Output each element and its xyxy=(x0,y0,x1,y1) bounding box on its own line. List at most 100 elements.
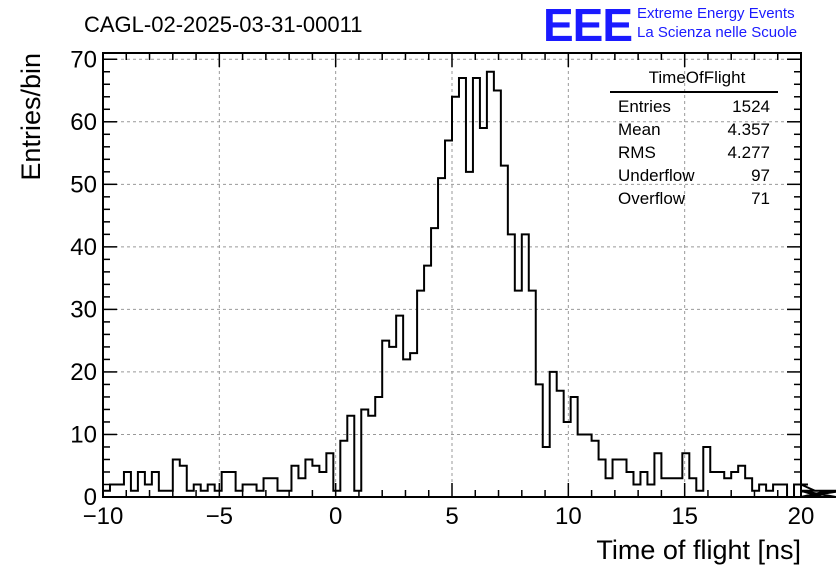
histogram-bin xyxy=(613,459,620,497)
histogram-bin xyxy=(494,91,501,497)
histogram-bin xyxy=(194,484,201,497)
stats-value: 71 xyxy=(751,189,770,208)
histogram-bin xyxy=(417,291,424,497)
chart-title: CAGL-02-2025-03-31-00011 xyxy=(84,12,363,37)
histogram-bin xyxy=(152,472,159,497)
histogram-bin xyxy=(431,228,438,497)
stats-value: 4.357 xyxy=(727,120,770,139)
histogram-bin xyxy=(738,466,745,497)
eee-logo: EEE xyxy=(543,0,633,51)
histogram-bin xyxy=(627,472,634,497)
histogram-bin xyxy=(571,397,578,497)
histogram-bin xyxy=(271,478,278,497)
histogram-bin xyxy=(298,478,305,497)
histogram-bin xyxy=(606,478,613,497)
histogram-bin xyxy=(773,484,780,497)
histogram-bin xyxy=(536,384,543,497)
histogram-bin xyxy=(438,178,445,497)
histogram-bin xyxy=(264,478,271,497)
histogram-bin xyxy=(501,166,508,497)
histogram-bin xyxy=(459,78,466,497)
histogram-bin xyxy=(347,416,354,497)
logo-line-2: La Scienza nelle Scuole xyxy=(637,24,798,41)
histogram-bin xyxy=(745,478,752,497)
histogram-bin xyxy=(675,478,682,497)
axis-ticks xyxy=(102,53,802,498)
stats-box: TimeOfFlight Entries 1524 Mean 4.357 RMS… xyxy=(610,68,778,210)
histogram-bin xyxy=(710,472,717,497)
histogram-bin xyxy=(208,484,215,497)
histogram-bin xyxy=(640,472,647,497)
histogram-bin xyxy=(403,359,410,497)
histogram-bin xyxy=(759,484,766,497)
histogram-bin xyxy=(396,316,403,497)
histogram-bin xyxy=(620,459,627,497)
histogram-bin xyxy=(340,441,347,497)
x-tick-label: 0 xyxy=(329,503,342,530)
y-tick-label: 50 xyxy=(70,171,97,198)
histogram-bin xyxy=(508,234,515,497)
histogram-series xyxy=(102,70,836,498)
stats-label: Overflow xyxy=(618,189,686,208)
stats-title: TimeOfFlight xyxy=(648,68,746,87)
histogram-bin xyxy=(389,347,396,497)
histogram-bin xyxy=(229,472,236,497)
stats-label: Underflow xyxy=(618,166,695,185)
stats-row-overflow: Overflow 71 xyxy=(610,187,778,210)
histogram-bin xyxy=(138,472,145,497)
histogram-bin xyxy=(578,434,585,497)
histogram-bin xyxy=(682,453,689,497)
histogram-bin xyxy=(487,72,494,497)
stats-value: 1524 xyxy=(732,97,770,116)
stats-value: 97 xyxy=(751,166,770,185)
stats-label: RMS xyxy=(618,143,656,162)
histogram-bin xyxy=(110,484,117,497)
stats-divider xyxy=(610,91,778,93)
histogram-bin xyxy=(564,422,571,497)
histogram-bin xyxy=(529,291,536,497)
histogram-bin xyxy=(319,472,326,497)
histogram-bin xyxy=(445,141,452,497)
y-tick-label: 40 xyxy=(70,234,97,261)
histogram-bin xyxy=(410,353,417,497)
x-tick-label: 15 xyxy=(671,503,698,530)
histogram-bin xyxy=(599,459,606,497)
y-tick-label: 30 xyxy=(70,296,97,323)
x-tick-label: 20 xyxy=(788,503,815,530)
histogram-bin xyxy=(647,484,654,497)
histogram-bin xyxy=(382,341,389,497)
histogram-bin xyxy=(522,234,529,497)
y-axis-label: Entries/bin xyxy=(16,53,46,181)
histogram-bin xyxy=(585,434,592,497)
stats-label: Mean xyxy=(618,120,661,139)
y-tick-label: 60 xyxy=(70,109,97,136)
histogram-bin xyxy=(689,478,696,497)
histogram-bin xyxy=(661,478,668,497)
histogram-bin xyxy=(654,453,661,497)
histogram-bin xyxy=(305,459,312,497)
histogram-bin xyxy=(250,484,257,497)
histogram-bin xyxy=(592,441,599,497)
histogram-bin xyxy=(312,466,319,497)
x-tick-label: 10 xyxy=(555,503,582,530)
histogram-bin xyxy=(124,472,131,497)
x-tick-label: −5 xyxy=(206,503,233,530)
histogram-bin xyxy=(368,416,375,497)
histogram-bin xyxy=(543,447,550,497)
histogram-bin xyxy=(173,459,180,497)
stats-value: 4.277 xyxy=(727,143,770,162)
histogram-bin xyxy=(466,172,473,497)
histogram-bin xyxy=(480,128,487,497)
histogram-bin xyxy=(668,478,675,497)
histogram-bin xyxy=(780,484,787,497)
stats-row-mean: Mean 4.357 xyxy=(610,118,778,141)
histogram-bin xyxy=(291,466,298,497)
histogram-bin xyxy=(424,266,431,497)
tick-labels: −10 −5 0 5 10 15 20 0 10 20 30 40 50 60 70 xyxy=(70,46,814,530)
histogram-bin xyxy=(473,78,480,497)
histogram-bin xyxy=(326,453,333,497)
histogram-bin xyxy=(180,466,187,497)
logo-line-1: Extreme Energy Events xyxy=(637,5,795,22)
stats-row-rms: RMS 4.277 xyxy=(610,141,778,164)
